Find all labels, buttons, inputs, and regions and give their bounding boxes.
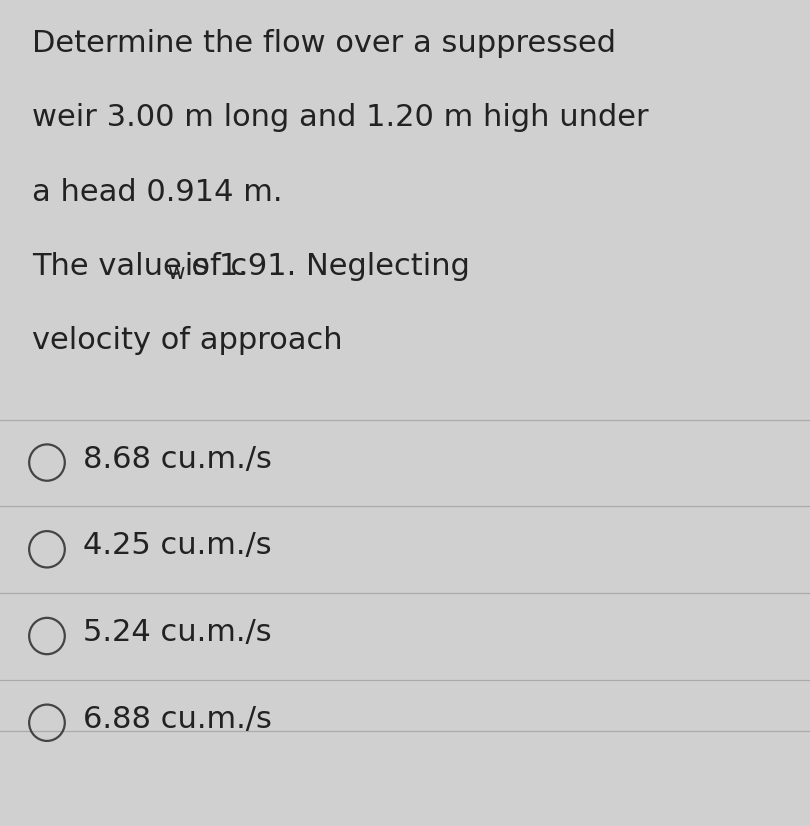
Text: w: w — [167, 263, 185, 282]
Text: 6.88 cu.m./s: 6.88 cu.m./s — [83, 705, 271, 734]
Text: a head 0.914 m.: a head 0.914 m. — [32, 178, 283, 206]
Text: 8.68 cu.m./s: 8.68 cu.m./s — [83, 444, 271, 474]
Text: weir 3.00 m long and 1.20 m high under: weir 3.00 m long and 1.20 m high under — [32, 103, 649, 132]
Text: velocity of approach: velocity of approach — [32, 326, 343, 355]
Text: 4.25 cu.m./s: 4.25 cu.m./s — [83, 531, 271, 561]
Text: 5.24 cu.m./s: 5.24 cu.m./s — [83, 618, 271, 648]
Text: The value of c: The value of c — [32, 252, 248, 281]
Text: is 1.91. Neglecting: is 1.91. Neglecting — [175, 252, 470, 281]
Text: Determine the flow over a suppressed: Determine the flow over a suppressed — [32, 29, 616, 58]
